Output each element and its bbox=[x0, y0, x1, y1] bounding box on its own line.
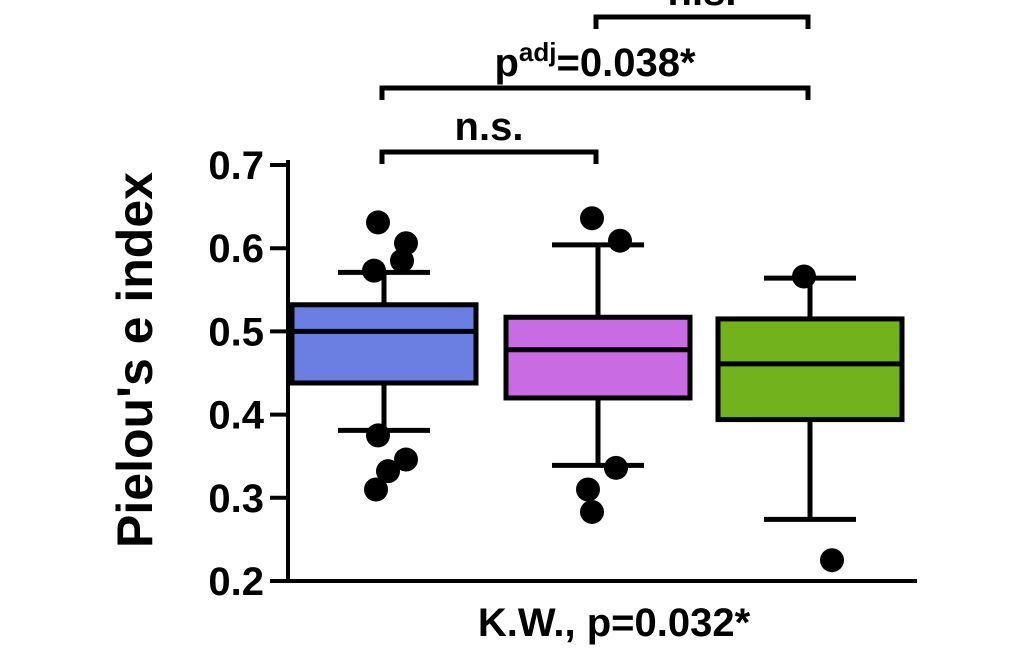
significance-bracket: n.s. bbox=[593, 0, 811, 29]
outlier-point bbox=[608, 228, 632, 253]
bracket-label-superscript: adj bbox=[519, 37, 557, 67]
bracket-line bbox=[379, 85, 811, 100]
outlier-point bbox=[580, 499, 604, 524]
box bbox=[503, 314, 693, 401]
box bbox=[289, 302, 479, 386]
significance-brackets: n.s. padj=0.038* n.s. bbox=[379, 0, 811, 164]
box-group bbox=[715, 264, 905, 573]
y-tick-label: 0.2 bbox=[208, 560, 264, 604]
box bbox=[715, 316, 905, 423]
y-axis-label: Pielou's e index bbox=[107, 172, 163, 548]
outlier-point bbox=[362, 258, 386, 283]
y-tick-label: 0.5 bbox=[208, 310, 264, 354]
box-group bbox=[503, 206, 693, 524]
outlier-point bbox=[820, 548, 844, 573]
y-tick-label: 0.3 bbox=[208, 477, 264, 521]
y-tick-label: 0.4 bbox=[208, 394, 264, 438]
outlier-point bbox=[366, 210, 390, 235]
significance-bracket: padj=0.038* bbox=[379, 37, 811, 100]
outlier-point bbox=[364, 477, 388, 502]
outlier-point bbox=[366, 423, 390, 448]
boxplots bbox=[289, 206, 905, 573]
bracket-line bbox=[593, 14, 811, 29]
bracket-label-suffix: =0.038* bbox=[556, 41, 695, 85]
outlier-point bbox=[792, 264, 816, 289]
bracket-line bbox=[379, 149, 599, 164]
outlier-point bbox=[376, 459, 400, 484]
outlier-point bbox=[390, 248, 414, 273]
outlier-point bbox=[604, 455, 628, 480]
outlier-point bbox=[394, 447, 418, 472]
box-group bbox=[289, 210, 479, 502]
bracket-label: n.s. bbox=[455, 105, 524, 149]
y-tick-label: 0.7 bbox=[208, 144, 264, 188]
bracket-label: padj=0.038* bbox=[494, 37, 695, 85]
y-tick-label: 0.6 bbox=[208, 227, 264, 271]
outlier-point bbox=[580, 206, 604, 231]
bracket-label: n.s. bbox=[668, 0, 737, 14]
outlier-point bbox=[576, 477, 600, 502]
kruskal-wallis-footer: K.W., p=0.032* bbox=[478, 601, 751, 645]
y-ticks: 0.2 0.3 0.4 0.5 0.6 0.7 bbox=[208, 144, 288, 604]
significance-bracket: n.s. bbox=[379, 105, 599, 164]
